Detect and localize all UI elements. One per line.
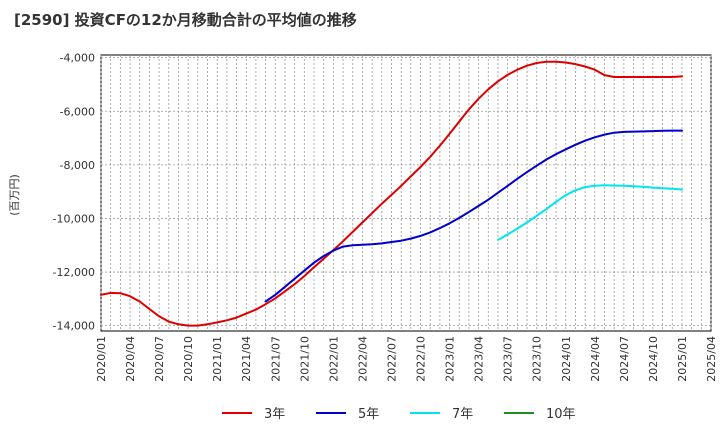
y-tick-label: -14,000 xyxy=(53,320,95,333)
x-tick-label: 2023/04 xyxy=(473,336,486,382)
plot-area xyxy=(100,54,712,332)
x-tick-label: 2021/04 xyxy=(240,336,253,382)
x-tick-label: 2024/10 xyxy=(647,336,660,382)
legend-label: 7年 xyxy=(452,407,473,422)
y-axis-label: (百万円) xyxy=(8,174,21,216)
legend-label: 3年 xyxy=(264,407,285,422)
x-tick-label: 2025/04 xyxy=(705,336,718,382)
chart-title: [2590] 投資CFの12か月移動合計の平均値の推移 xyxy=(14,11,357,29)
y-tick-label: -4,000 xyxy=(60,52,95,65)
series-layer xyxy=(100,60,683,327)
x-tick-label: 2023/01 xyxy=(444,336,457,382)
y-tick-label: -12,000 xyxy=(53,266,95,279)
x-tick-label: 2020/07 xyxy=(153,336,166,382)
x-tick-label: 2021/10 xyxy=(298,336,311,382)
x-tick-label: 2020/10 xyxy=(182,336,195,382)
grid-layer xyxy=(100,54,712,332)
legend-label: 10年 xyxy=(546,407,576,422)
x-tick-label: 2020/04 xyxy=(124,336,137,382)
x-tick-label: 2021/07 xyxy=(269,336,282,382)
x-tick-label: 2022/07 xyxy=(385,336,398,382)
y-tick-label: -8,000 xyxy=(60,159,95,172)
x-tick-label: 2023/07 xyxy=(502,336,515,382)
y-tick-label: -10,000 xyxy=(53,212,95,225)
x-tick-label: 2024/04 xyxy=(589,336,602,382)
legend-label: 5年 xyxy=(358,407,379,422)
x-tick-label: 2022/10 xyxy=(415,336,428,382)
series-line-7年 xyxy=(497,184,683,241)
x-tick-label: 2022/04 xyxy=(356,336,369,382)
x-tick-label: 2020/01 xyxy=(95,336,108,382)
axis-layer: -4,000-6,000-8,000-10,000-12,000-14,0002… xyxy=(53,52,718,382)
legend: 3年 5年 7年 10年 xyxy=(222,407,576,422)
y-tick-label: -6,000 xyxy=(60,105,95,118)
x-tick-label: 2025/01 xyxy=(676,336,689,382)
x-tick-label: 2023/10 xyxy=(531,336,544,382)
x-tick-label: 2024/07 xyxy=(618,336,631,382)
x-tick-label: 2021/01 xyxy=(211,336,224,382)
x-tick-label: 2024/01 xyxy=(560,336,573,382)
series-line-3年 xyxy=(100,60,683,327)
series-line-5年 xyxy=(264,129,683,303)
x-tick-label: 2022/01 xyxy=(327,336,340,382)
